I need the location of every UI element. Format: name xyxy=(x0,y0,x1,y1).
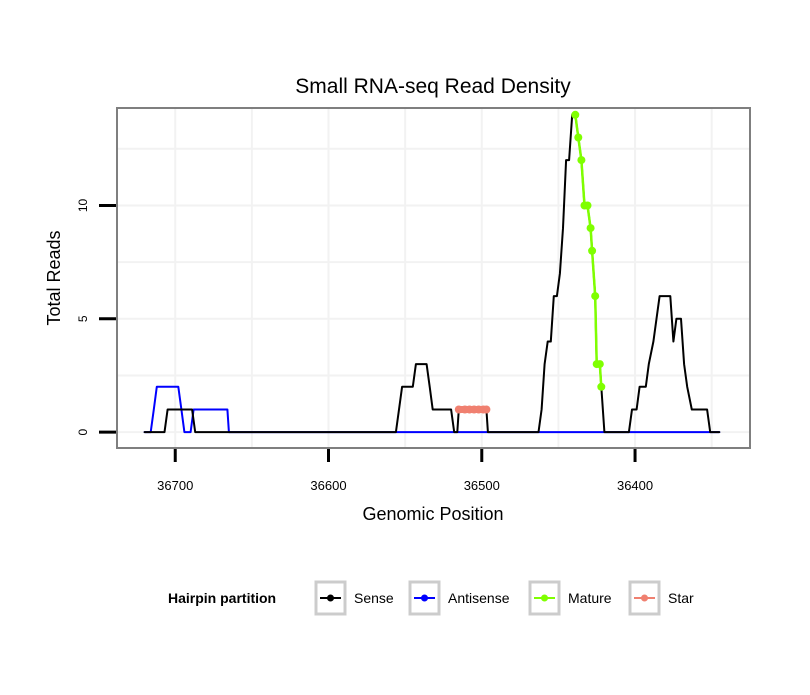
series-points xyxy=(454,110,606,414)
chart-title: Small RNA-seq Read Density xyxy=(295,75,571,98)
legend-key-point xyxy=(641,594,648,602)
legend-item-mature: Mature xyxy=(528,580,612,616)
x-tick-label: 36600 xyxy=(310,478,346,493)
data-point-mature xyxy=(583,201,592,210)
data-point-mature xyxy=(591,292,600,301)
legend-title: Hairpin partition xyxy=(168,590,276,606)
y-tick-label: 0 xyxy=(76,428,90,435)
x-tick-label: 36500 xyxy=(464,478,500,493)
plot-area xyxy=(116,107,751,449)
series-line-antisense xyxy=(143,385,721,434)
y-axis: 0 5 10 xyxy=(76,198,116,435)
y-tick-label: 10 xyxy=(76,198,90,212)
plot-border xyxy=(116,107,751,449)
y-tick-label: 5 xyxy=(76,315,90,322)
data-point-star xyxy=(482,405,491,414)
legend-label: Star xyxy=(668,590,694,606)
legend-label: Sense xyxy=(354,590,394,606)
legend-label: Antisense xyxy=(448,590,510,606)
legend-key-point xyxy=(541,594,548,602)
x-tick-label: 36400 xyxy=(617,478,653,493)
data-point-star xyxy=(454,405,463,414)
legend-item-antisense: Antisense xyxy=(408,580,510,616)
legend: Hairpin partition Sense Antisense Mature St… xyxy=(168,580,694,616)
data-point-mature xyxy=(595,360,604,369)
data-point-mature xyxy=(571,110,580,119)
data-point-mature xyxy=(588,246,597,255)
data-point-mature xyxy=(577,156,586,165)
legend-label: Mature xyxy=(568,590,612,606)
legend-items: Sense Antisense Mature Star xyxy=(314,580,694,616)
legend-item-star: Star xyxy=(628,580,694,616)
legend-key-point xyxy=(327,594,334,602)
y-axis-label: Total Reads xyxy=(44,230,64,325)
data-point-mature xyxy=(574,133,583,142)
x-axis-label: Genomic Position xyxy=(362,504,503,524)
legend-key-point xyxy=(421,594,428,602)
x-axis: 36700 36600 36500 36400 xyxy=(157,449,653,493)
legend-item-sense: Sense xyxy=(314,580,394,616)
data-point-mature xyxy=(597,382,606,391)
data-point-mature xyxy=(586,224,595,233)
x-tick-label: 36700 xyxy=(157,478,193,493)
